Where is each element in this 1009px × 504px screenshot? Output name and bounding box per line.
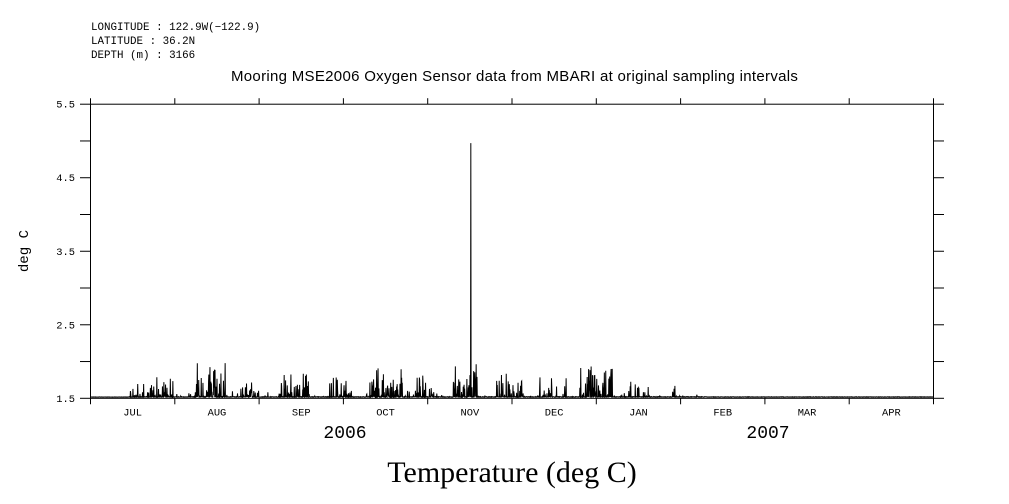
svg-text:3.5: 3.5 bbox=[56, 247, 75, 259]
svg-text:APR: APR bbox=[882, 407, 901, 419]
svg-text:DEC: DEC bbox=[545, 407, 564, 419]
svg-text:4.5: 4.5 bbox=[56, 173, 75, 185]
svg-text:5.5: 5.5 bbox=[56, 100, 75, 112]
svg-text:NOV: NOV bbox=[460, 407, 479, 419]
svg-text:JAN: JAN bbox=[629, 407, 648, 419]
svg-text:JUL: JUL bbox=[123, 407, 142, 419]
svg-text:2.5: 2.5 bbox=[56, 320, 75, 332]
svg-text:OCT: OCT bbox=[376, 407, 395, 419]
svg-text:FEB: FEB bbox=[713, 407, 732, 419]
svg-text:1.5: 1.5 bbox=[56, 394, 75, 406]
svg-text:SEP: SEP bbox=[292, 407, 311, 419]
svg-text:MAR: MAR bbox=[798, 407, 817, 419]
svg-text:AUG: AUG bbox=[208, 407, 227, 419]
